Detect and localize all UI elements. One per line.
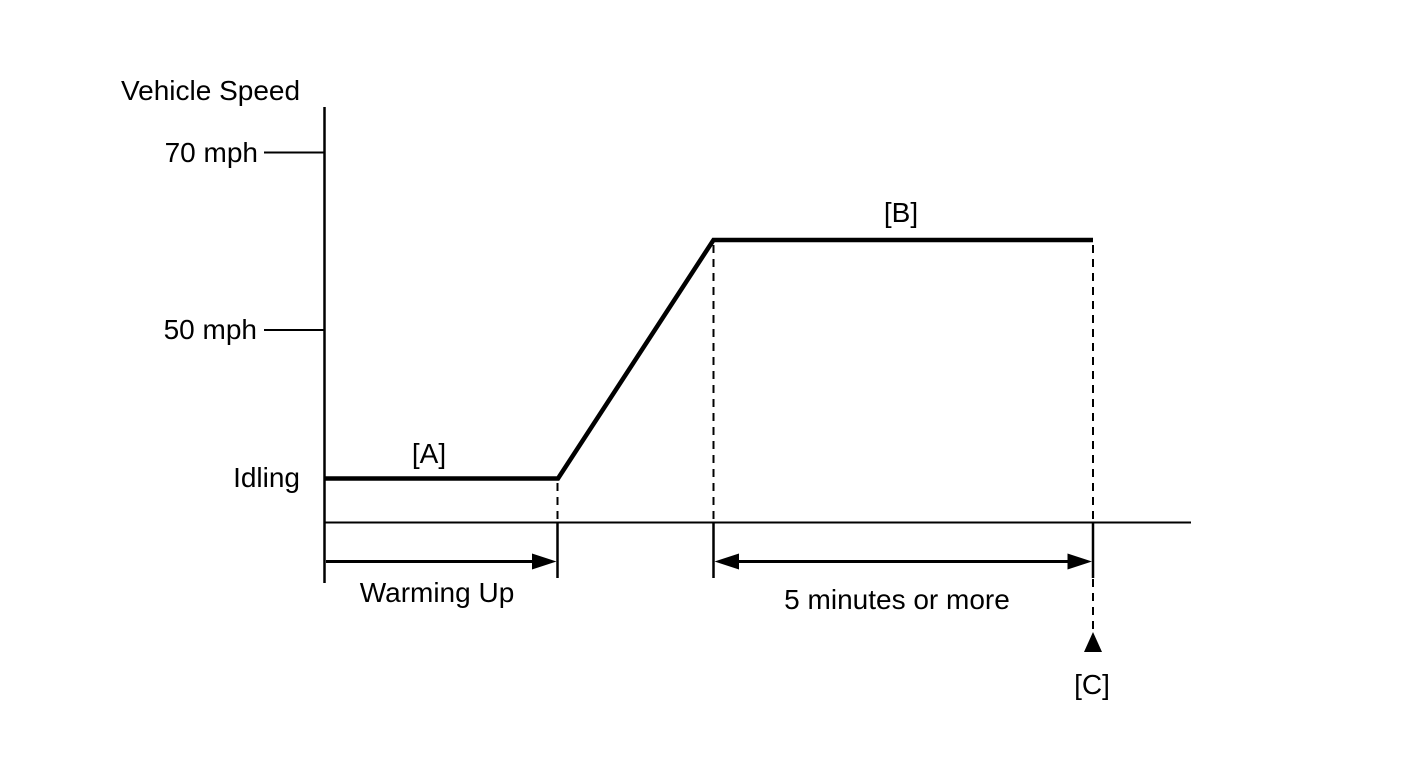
cruise-duration-label: 5 minutes or more	[784, 583, 1010, 615]
cruise-duration-arrowhead-left	[714, 553, 739, 570]
phase-b-label: [B]	[883, 196, 919, 228]
phase-a-label: [A]	[411, 437, 447, 469]
y-axis-title: Vehicle Speed	[121, 74, 301, 106]
cruise-duration-arrowhead-right	[1067, 553, 1092, 570]
c-pointer-arrowhead	[1084, 632, 1102, 652]
warming-up-arrowhead	[532, 553, 557, 570]
speed-curve	[325, 237, 1093, 481]
tick-label-70mph: 70 mph	[164, 136, 258, 168]
warming-up-label: Warming Up	[359, 576, 515, 608]
phase-c-label: [C]	[1074, 668, 1110, 700]
tick-label-50mph: 50 mph	[163, 313, 257, 345]
tick-label-idling: Idling	[233, 461, 300, 493]
